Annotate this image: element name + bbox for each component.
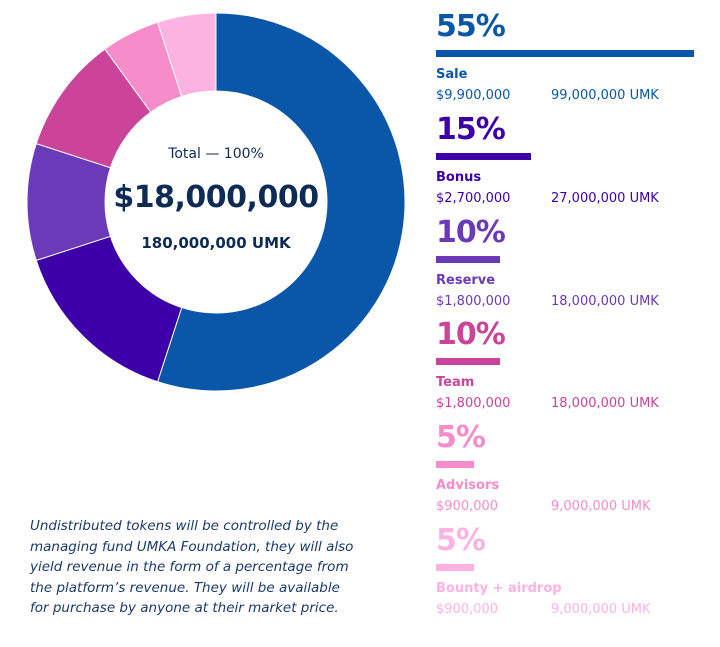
legend-name: Bonus	[436, 170, 482, 185]
legend-bar	[436, 358, 500, 365]
legend-bar	[436, 256, 500, 263]
legend-usd: $900,000	[436, 602, 499, 617]
legend-percent: 5%	[436, 420, 486, 455]
donut-slice-bonus	[35, 235, 183, 383]
legend-usd: $1,800,000	[436, 294, 511, 309]
legend-bar	[436, 153, 531, 160]
legend-percent: 10%	[436, 215, 506, 250]
total-umk: 180,000,000 UMK	[141, 234, 291, 252]
legend-name: Sale	[436, 67, 468, 82]
legend-name: Bounty + airdrop	[436, 581, 562, 596]
legend-bar	[436, 564, 474, 571]
legend-percent: 55%	[436, 9, 506, 44]
legend-umk: 9,000,000 UMK	[551, 499, 651, 514]
legend-usd: $900,000	[436, 499, 499, 514]
legend-umk: 9,000,000 UMK	[551, 602, 651, 617]
legend-bar	[436, 461, 474, 468]
legend-umk: 18,000,000 UMK	[551, 396, 659, 411]
legend-umk: 18,000,000 UMK	[551, 294, 659, 309]
legend-umk: 27,000,000 UMK	[551, 191, 659, 206]
legend-name: Reserve	[436, 273, 496, 288]
legend-umk: 99,000,000 UMK	[551, 88, 659, 103]
legend-usd: $2,700,000	[436, 191, 511, 206]
legend-name: Team	[436, 375, 475, 390]
donut-slice-sale	[156, 12, 406, 392]
total-label: Total — 100%	[168, 146, 264, 162]
legend-percent: 10%	[436, 317, 506, 352]
donut-slice-bounty-airdrop	[156, 12, 217, 98]
legend-usd: $9,900,000	[436, 88, 511, 103]
legend-name: Advisors	[436, 478, 500, 493]
donut-chart	[26, 12, 406, 392]
footnote: Undistributed tokens will be controlled …	[30, 518, 354, 616]
total-usd: $18,000,000	[113, 180, 319, 215]
legend-percent: 15%	[436, 112, 506, 147]
legend-usd: $1,800,000	[436, 396, 511, 411]
legend-percent: 5%	[436, 523, 486, 558]
legend-bar	[436, 50, 694, 57]
